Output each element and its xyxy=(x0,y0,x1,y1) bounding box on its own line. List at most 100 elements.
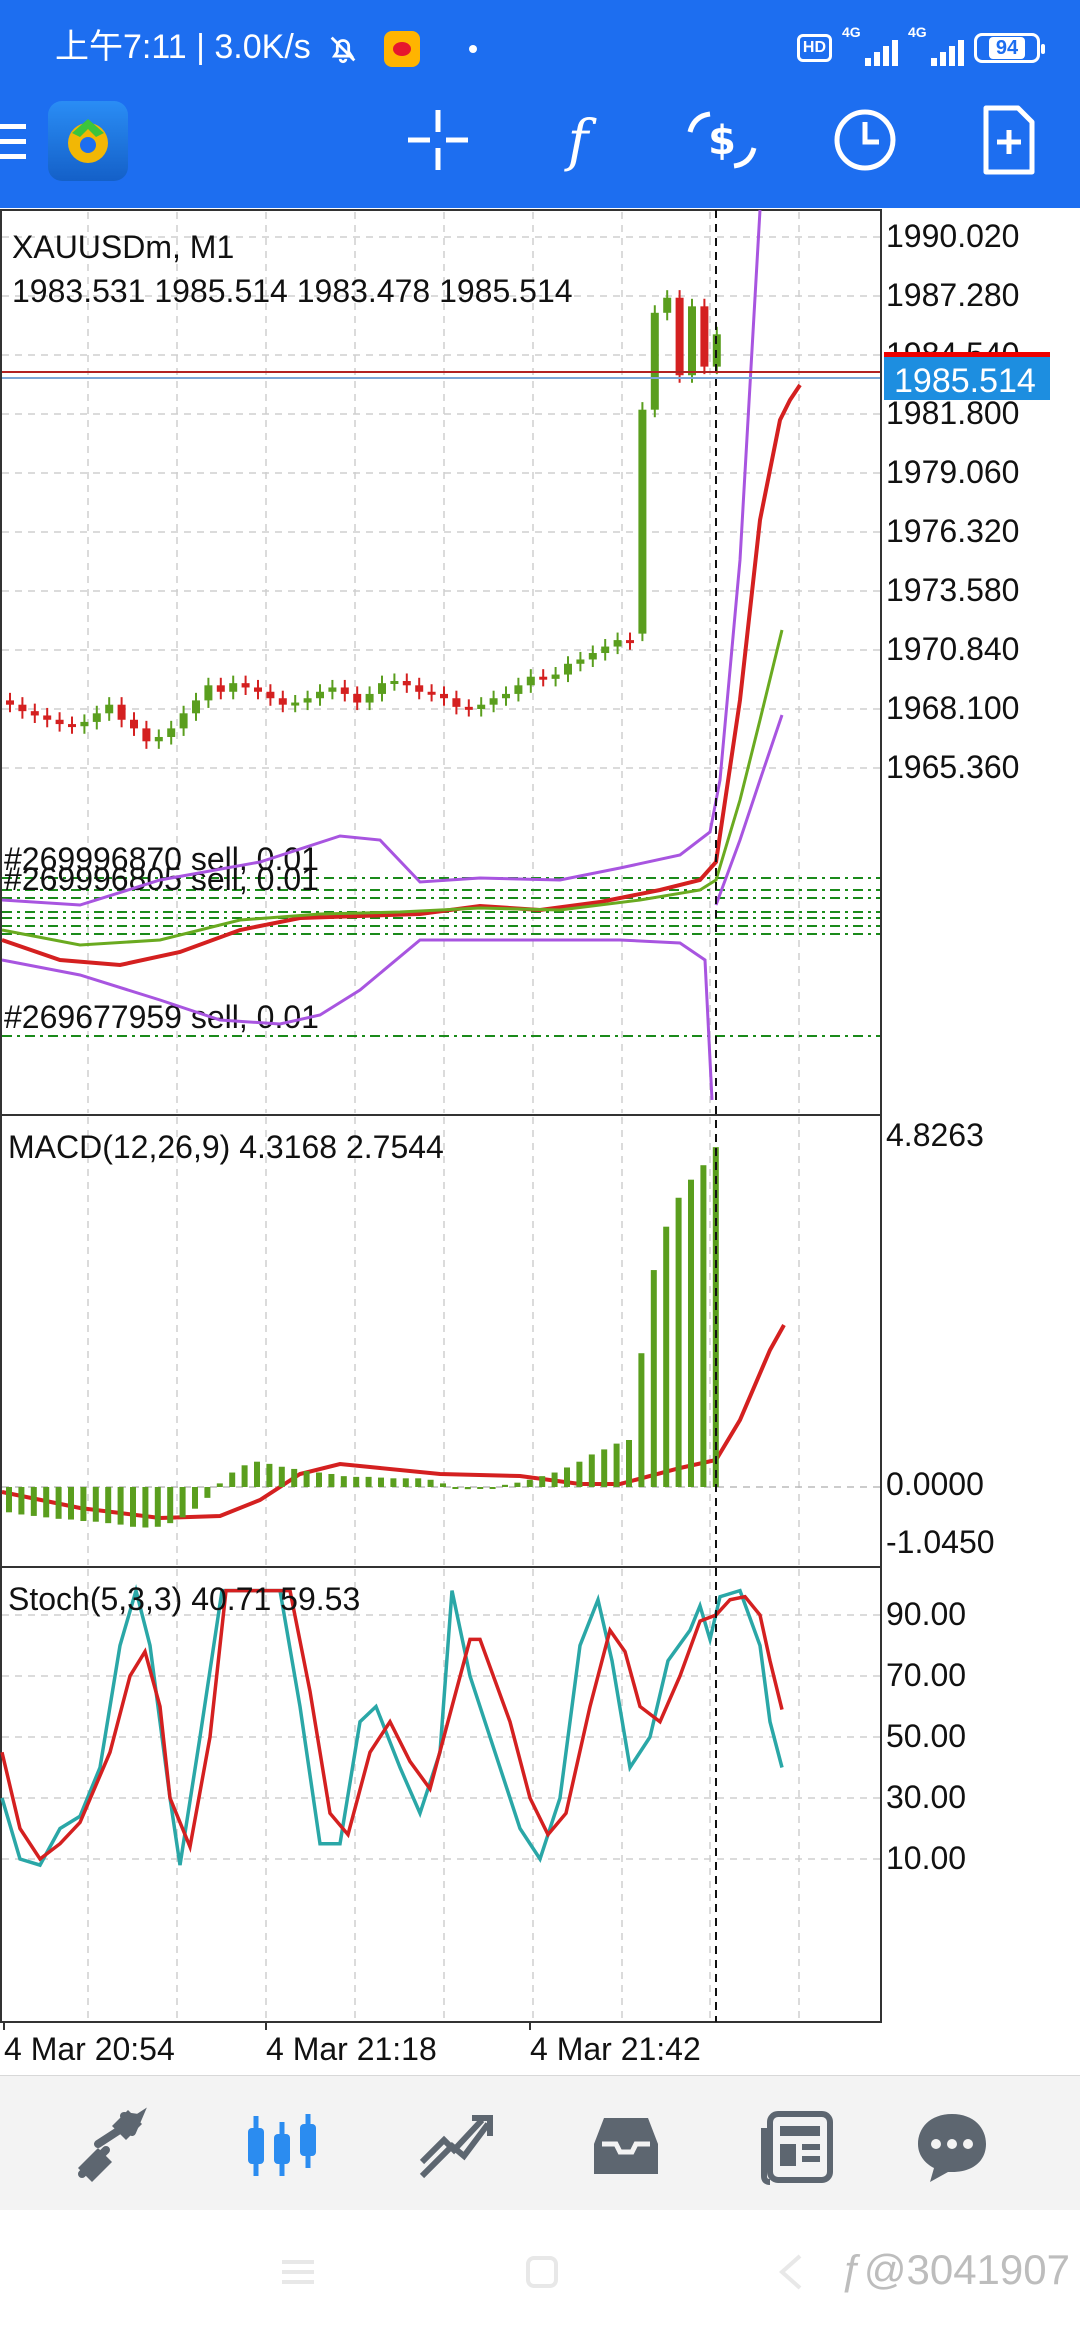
messages-icon[interactable] xyxy=(910,2104,994,2188)
macd-histogram-bar xyxy=(613,1443,620,1487)
macd-histogram-bar xyxy=(365,1476,372,1487)
metatrader-logo-icon xyxy=(68,119,108,163)
candle-body xyxy=(167,728,176,737)
trade-icon[interactable]: $ xyxy=(684,102,760,178)
candle-body xyxy=(402,681,411,686)
main-panel-border xyxy=(0,209,882,1116)
macd-histogram-bar xyxy=(154,1487,161,1527)
home-icon[interactable] xyxy=(522,2252,562,2292)
macd-histogram-bar xyxy=(427,1479,434,1487)
candle-body xyxy=(130,719,138,729)
macd-tick: -1.0450 xyxy=(886,1524,995,1560)
candle-body xyxy=(142,728,151,742)
candle-body xyxy=(514,685,523,694)
candle-body xyxy=(328,687,337,692)
lower-band-line xyxy=(1,938,714,1101)
price-tick: 1973.580 xyxy=(886,572,1019,608)
system-nav-bar: ƒ@3041907 xyxy=(0,2210,1080,2340)
order-label: #269677959 sell, 0.01 xyxy=(4,999,319,1035)
candle-body xyxy=(415,685,424,692)
status-bar-right: HD 4G 4G 94 xyxy=(796,24,1045,68)
quotes-icon[interactable] xyxy=(68,2104,152,2188)
menu-icon[interactable] xyxy=(0,124,26,160)
macd-histogram-bar xyxy=(167,1487,174,1524)
candle-body xyxy=(700,306,709,367)
macd-histogram-bar xyxy=(415,1478,422,1487)
history-icon[interactable] xyxy=(584,2104,668,2188)
network-speed: 3.0K/s xyxy=(214,28,311,66)
macd-histogram-bar xyxy=(564,1467,570,1487)
top-bar: 上午7:11 | 3.0K/s HD 4G 4G 94 xyxy=(0,0,1080,208)
macd-histogram-bar xyxy=(502,1484,508,1487)
macd-histogram-bar xyxy=(340,1476,347,1487)
candle-body xyxy=(105,704,114,714)
candle-body xyxy=(539,676,548,680)
macd-histogram-bar xyxy=(638,1353,645,1487)
macd-histogram-bar xyxy=(601,1449,608,1487)
macd-histogram-bar xyxy=(179,1487,186,1518)
crosshair-icon[interactable] xyxy=(400,102,476,178)
candle-body xyxy=(638,409,647,634)
macd-histogram-bar xyxy=(378,1477,384,1487)
macd-histogram-bar xyxy=(254,1461,260,1487)
candle-body xyxy=(365,693,374,703)
candle-body xyxy=(266,691,275,699)
candle-body xyxy=(477,704,486,709)
price-tick: 1987.280 xyxy=(886,277,1019,313)
candle-body xyxy=(80,721,89,727)
candle-body xyxy=(204,685,213,701)
candle-body xyxy=(55,719,64,725)
macd-histogram-bar xyxy=(55,1487,62,1519)
macd-indicator xyxy=(6,1147,719,1528)
macd-histogram-bar xyxy=(514,1482,521,1487)
price-chart[interactable]: #269996870 sell, 0.01#269996805 sell, 0.… xyxy=(0,208,1080,2075)
candle-body xyxy=(378,683,386,694)
stoch-label: Stoch(5,3,3) 40.71 59.53 xyxy=(8,1581,360,1617)
new-order-icon[interactable] xyxy=(970,102,1046,178)
candle-body xyxy=(564,663,572,675)
macd-axis: 4.8263 0.0000 -1.0450 xyxy=(886,1117,995,1560)
bell-muted-icon xyxy=(330,36,356,64)
candle-body xyxy=(303,698,312,703)
back-icon[interactable] xyxy=(772,2252,812,2292)
app-logo[interactable] xyxy=(48,101,128,181)
timeframe-icon[interactable] xyxy=(827,102,903,178)
macd-histogram-bar xyxy=(266,1463,273,1487)
candle-body xyxy=(216,685,225,692)
macd-histogram-bar xyxy=(130,1487,136,1527)
macd-histogram-bar xyxy=(650,1270,657,1487)
watermark-text: @3041907 xyxy=(863,2246,1070,2293)
macd-histogram-bar xyxy=(80,1487,87,1521)
ohlc-label: 1983.531 1985.514 1983.478 1985.514 xyxy=(12,273,573,309)
macd-label: MACD(12,26,9) 4.3168 2.7544 xyxy=(8,1129,444,1165)
candle-body xyxy=(675,297,684,376)
stoch-tick: 30.00 xyxy=(886,1779,966,1815)
indicators-icon[interactable]: f xyxy=(540,102,616,178)
macd-histogram-bar xyxy=(576,1461,583,1487)
candle-body xyxy=(316,691,324,699)
trade-icon[interactable] xyxy=(412,2104,496,2188)
current-price-tag xyxy=(884,352,1050,400)
candle-body xyxy=(613,640,622,647)
macd-histogram-bar xyxy=(117,1487,124,1525)
macd-histogram-bar xyxy=(229,1472,236,1487)
candle-body xyxy=(526,676,535,686)
ma-slow-line xyxy=(1,629,784,947)
macd-tick: 0.0000 xyxy=(886,1466,984,1502)
macd-histogram-bar xyxy=(291,1468,298,1487)
stoch-tick: 70.00 xyxy=(886,1657,966,1693)
candle-body xyxy=(452,698,461,707)
candle-body xyxy=(68,724,76,728)
candle-body xyxy=(576,659,585,664)
chart-icon[interactable] xyxy=(240,2104,324,2188)
candle-body xyxy=(489,698,498,705)
recents-icon[interactable] xyxy=(278,2252,318,2292)
price-tick: 1976.320 xyxy=(886,513,1019,549)
macd-histogram-bar xyxy=(6,1487,12,1513)
news-icon[interactable] xyxy=(756,2104,840,2188)
candle-body xyxy=(601,646,610,654)
hd-icon: HD xyxy=(796,34,832,62)
macd-histogram-bar xyxy=(30,1487,37,1516)
macd-histogram-bar xyxy=(663,1226,670,1487)
macd-histogram-bar xyxy=(278,1466,285,1487)
